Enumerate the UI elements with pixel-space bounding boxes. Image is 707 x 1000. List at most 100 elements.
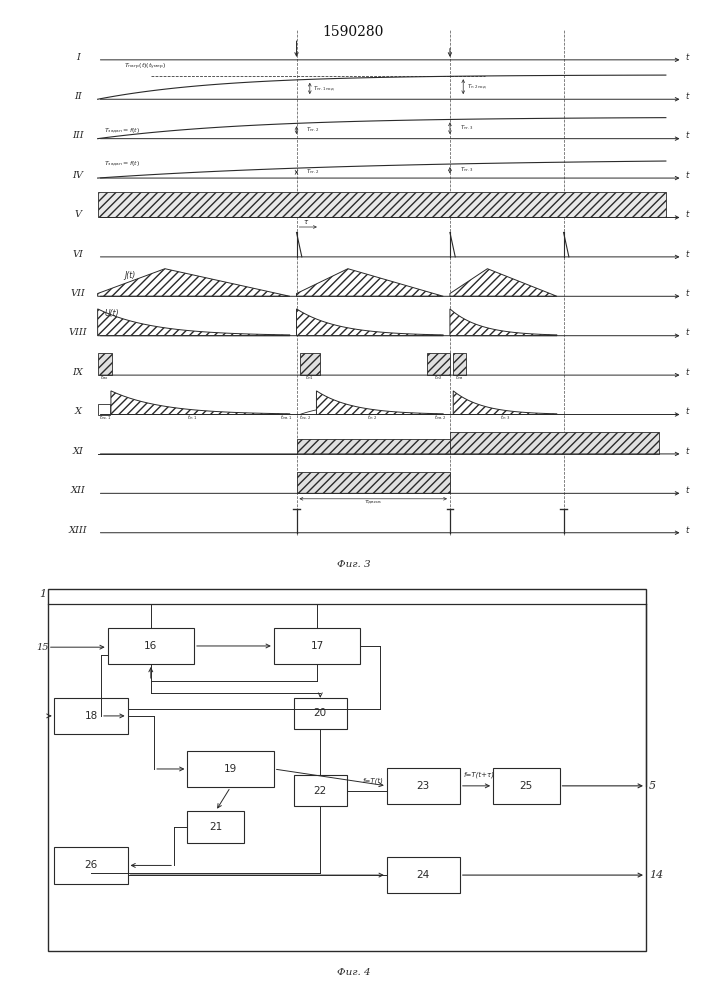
Text: t: t [686, 368, 689, 377]
Text: 17: 17 [310, 641, 324, 651]
Text: 20: 20 [314, 708, 327, 718]
Text: I: I [76, 53, 80, 62]
Text: VI: VI [72, 250, 83, 259]
Bar [426, 353, 450, 375]
Text: $T_{\rm нг.3}$: $T_{\rm нг.3}$ [460, 123, 474, 132]
Text: t: t [686, 171, 689, 180]
Polygon shape [296, 309, 443, 336]
Bar [293, 698, 347, 729]
Text: 23: 23 [416, 781, 430, 791]
Polygon shape [317, 391, 443, 415]
Text: 24: 24 [416, 870, 430, 880]
Bar [493, 768, 559, 804]
Bar [296, 439, 450, 454]
Text: $t_{\rm н1}$: $t_{\rm н1}$ [305, 373, 314, 382]
Text: $T_{\rm н.2нод}$: $T_{\rm н.2нод}$ [467, 83, 486, 92]
Text: 14: 14 [649, 870, 663, 880]
Text: 25: 25 [520, 781, 533, 791]
Text: f=T(t+τ): f=T(t+τ) [463, 772, 494, 778]
Bar [107, 628, 194, 664]
Text: X: X [74, 407, 81, 416]
Text: 19: 19 [224, 764, 237, 774]
Text: III: III [72, 131, 83, 140]
Text: t: t [686, 407, 689, 416]
Polygon shape [450, 269, 557, 296]
Text: $\tau$: $\tau$ [303, 218, 310, 226]
Text: $t_{\rm н.2}$: $t_{\rm н.2}$ [366, 413, 377, 422]
Text: t: t [686, 447, 689, 456]
Text: $T_{\rm нг.2}$: $T_{\rm нг.2}$ [306, 167, 320, 176]
Text: $T_{\rm нг.1нод}$: $T_{\rm нг.1нод}$ [313, 85, 335, 94]
Text: XIII: XIII [69, 526, 87, 535]
Text: 26: 26 [84, 860, 98, 870]
Bar [387, 857, 460, 893]
Text: 16: 16 [144, 641, 158, 651]
Text: V: V [74, 210, 81, 219]
Polygon shape [111, 391, 290, 415]
Text: II: II [74, 92, 81, 101]
Text: Фиг. 3: Фиг. 3 [337, 560, 370, 569]
Text: 5: 5 [649, 781, 656, 791]
Polygon shape [453, 391, 557, 415]
Bar [54, 698, 127, 734]
Text: $T_{\rm задан}=f(t)$: $T_{\rm задан}=f(t)$ [105, 126, 141, 136]
Text: Фиг. 4: Фиг. 4 [337, 968, 370, 977]
Text: XI: XI [72, 447, 83, 456]
Polygon shape [296, 269, 443, 296]
Bar [387, 768, 460, 804]
Text: $T_{\rm нагр}(t)(t_{\rm умер})$: $T_{\rm нагр}(t)(t_{\rm умер})$ [124, 62, 166, 72]
Text: t: t [686, 328, 689, 337]
Text: 22: 22 [314, 786, 327, 796]
Text: $t_{\rm н.3}$: $t_{\rm н.3}$ [500, 413, 510, 422]
Bar [450, 432, 659, 454]
Text: $t_{\rm вх}$: $t_{\rm вх}$ [100, 373, 109, 382]
Text: t: t [686, 210, 689, 219]
Text: U(t): U(t) [105, 309, 119, 318]
Bar [296, 472, 450, 493]
Text: t: t [686, 289, 689, 298]
Bar [453, 353, 466, 375]
Text: t: t [686, 486, 689, 495]
Text: $t_{\rm н.1}$: $t_{\rm н.1}$ [187, 413, 197, 422]
Bar [54, 847, 127, 884]
Bar [98, 192, 666, 217]
Text: J(t): J(t) [124, 271, 136, 280]
Bar [293, 775, 347, 806]
Text: 18: 18 [84, 711, 98, 721]
Text: $t_{\rm нв}$: $t_{\rm нв}$ [455, 373, 464, 382]
Text: $\tau_{\rm движ}$: $\tau_{\rm движ}$ [364, 498, 382, 507]
Bar [187, 751, 274, 787]
Bar [187, 811, 244, 843]
Text: $t_{\rm нс.2}$: $t_{\rm нс.2}$ [299, 413, 312, 422]
Bar [274, 628, 360, 664]
Text: $t_{\rm нв.1}$: $t_{\rm нв.1}$ [280, 413, 293, 422]
Text: VII: VII [70, 289, 85, 298]
Text: f=T(t): f=T(t) [363, 777, 383, 784]
Text: $t_{\rm нс.1}$: $t_{\rm нс.1}$ [99, 413, 112, 422]
Polygon shape [98, 309, 290, 336]
Text: $T_{\rm задан}=f(t)$: $T_{\rm задан}=f(t)$ [105, 160, 141, 169]
Text: 15: 15 [36, 643, 49, 652]
Text: IX: IX [72, 368, 83, 377]
Text: IV: IV [72, 171, 83, 180]
Text: t: t [686, 92, 689, 101]
Text: t: t [686, 131, 689, 140]
Text: t: t [686, 250, 689, 259]
Text: 1590280: 1590280 [323, 25, 384, 39]
Bar [48, 589, 646, 951]
Polygon shape [98, 269, 290, 296]
Bar [98, 353, 112, 375]
Text: 1: 1 [39, 589, 46, 599]
Text: $t_{\rm нв.2}$: $t_{\rm нв.2}$ [433, 413, 446, 422]
Text: XII: XII [70, 486, 85, 495]
Text: t: t [686, 526, 689, 535]
Text: 21: 21 [209, 822, 222, 832]
Text: $T_{\rm нг.2}$: $T_{\rm нг.2}$ [306, 125, 320, 134]
Bar [300, 353, 320, 375]
Text: $t_{\rm н2}$: $t_{\rm н2}$ [434, 373, 443, 382]
Text: VIII: VIII [69, 328, 87, 337]
Text: t: t [686, 53, 689, 62]
Bar [98, 404, 110, 415]
Polygon shape [450, 309, 557, 336]
Text: $T_{\rm нг.3}$: $T_{\rm нг.3}$ [460, 165, 474, 174]
